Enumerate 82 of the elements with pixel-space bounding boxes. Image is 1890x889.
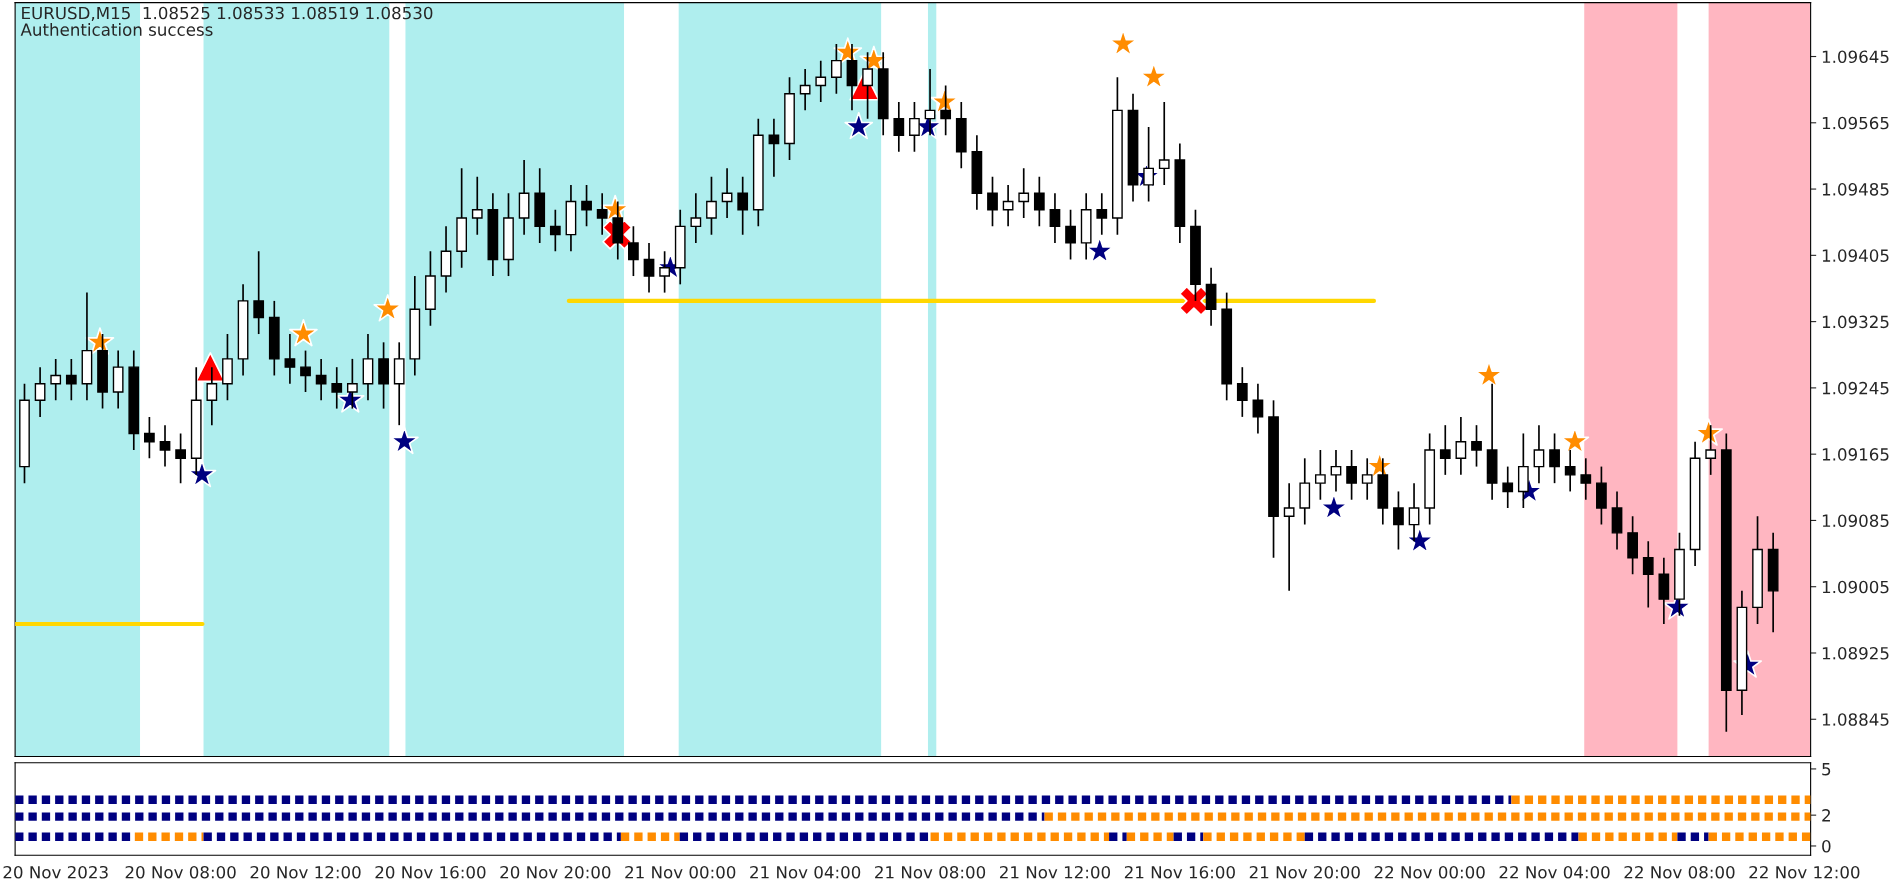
y-tick-label: 1.09005 <box>1822 580 1889 594</box>
x-tick-label: 22 Nov 00:00 <box>1374 865 1485 879</box>
point <box>844 111 874 140</box>
candlestick <box>1455 416 1467 476</box>
candlestick <box>471 175 483 236</box>
candlestick <box>253 250 265 335</box>
y-tick-label: 0 <box>1822 839 1831 853</box>
point <box>289 318 318 347</box>
candlestick <box>987 175 998 228</box>
candlestick <box>1564 449 1576 493</box>
candlestick <box>1033 175 1045 228</box>
x-tick-label: 21 Nov 16:00 <box>1124 865 1235 879</box>
candlestick <box>1314 449 1326 501</box>
candlestick <box>643 242 655 294</box>
candlestick <box>1533 424 1545 484</box>
candlestick <box>1502 465 1514 509</box>
candlestick <box>1236 366 1248 418</box>
candlestick <box>331 366 343 410</box>
x-tick-label: 20 Nov 16:00 <box>375 865 486 879</box>
y-tick-label: 1.09165 <box>1822 448 1889 461</box>
x-tick-label: 21 Nov 00:00 <box>625 865 736 879</box>
candlestick <box>65 358 77 402</box>
candlestick <box>596 192 608 236</box>
candlestick <box>706 175 717 236</box>
x-tick-label: 21 Nov 12:00 <box>999 865 1111 879</box>
candlestick <box>940 84 952 137</box>
x-tick-label: 21 Nov 04:00 <box>750 865 861 879</box>
y-tick-label: 1.09485 <box>1822 183 1889 196</box>
x-tick-label: 20 Nov 2023 <box>3 865 108 879</box>
point <box>390 426 419 455</box>
candlestick <box>1096 192 1108 236</box>
y-tick-label: 1.08925 <box>1822 646 1889 660</box>
x-tick-label: 22 Nov 12:00 <box>1749 865 1860 879</box>
candlestick <box>1439 424 1451 476</box>
candlestick <box>815 59 827 103</box>
candlestick <box>549 208 561 253</box>
candlestick <box>1549 432 1560 484</box>
y-tick-label: 1.09645 <box>1822 50 1889 64</box>
candlestick <box>1642 540 1654 609</box>
candlestick <box>737 175 749 236</box>
candlestick <box>1158 101 1170 186</box>
candlestick <box>581 184 592 228</box>
candlestick <box>628 225 639 277</box>
candlestick <box>284 333 296 385</box>
candlestick <box>1346 449 1357 501</box>
candlestick <box>799 68 811 112</box>
x-tick-label: 22 Nov 08:00 <box>1624 865 1735 879</box>
y-tick-label: 2 <box>1822 809 1830 822</box>
candlestick <box>1330 449 1342 493</box>
candlestick <box>144 416 155 460</box>
x-tick-label: 20 Nov 20:00 <box>500 865 611 879</box>
candlestick <box>893 101 905 153</box>
candlestick <box>300 349 311 393</box>
candlestick <box>1580 457 1592 501</box>
candlestick <box>50 358 62 402</box>
annotation: Authentication success <box>20 23 213 36</box>
y-tick-label: 1.09405 <box>1822 249 1889 262</box>
y-tick-label: 1.09565 <box>1822 116 1889 130</box>
candlestick <box>1252 382 1264 435</box>
x-tick-label: 22 Nov 04:00 <box>1499 865 1610 879</box>
x-tick-label: 20 Nov 12:00 <box>250 865 361 879</box>
candlestick <box>159 424 171 468</box>
chart-title: EURUSD,M15 1.08525 1.08533 1.08519 1.08530 <box>22 6 433 22</box>
candlestick <box>690 192 702 244</box>
candlestick <box>1283 482 1295 592</box>
x-tick-label: 21 Nov 08:00 <box>875 865 986 879</box>
candlestick <box>315 358 327 402</box>
y-tick-label: 1.09085 <box>1822 514 1889 528</box>
y-tick-label: 1.09325 <box>1822 315 1889 329</box>
y-tick-label: 1.09245 <box>1822 381 1889 395</box>
candlestick <box>1393 490 1404 551</box>
y-tick-label: 5 <box>1822 763 1831 776</box>
candlestick <box>34 366 46 418</box>
x-tick-label: 21 Nov 20:00 <box>1249 865 1360 879</box>
candlestick <box>1049 192 1061 244</box>
y-tick-label: 1.08845 <box>1822 713 1889 726</box>
candlestick <box>1065 208 1076 261</box>
candlestick <box>1471 424 1482 468</box>
candlestick <box>175 432 186 484</box>
x-tick-label: 20 Nov 08:00 <box>125 865 236 879</box>
point <box>1178 285 1209 316</box>
candlestick <box>1018 167 1030 219</box>
